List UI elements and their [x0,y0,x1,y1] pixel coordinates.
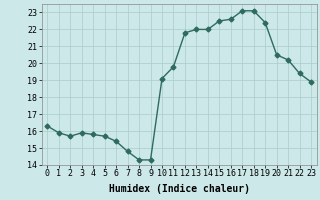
X-axis label: Humidex (Indice chaleur): Humidex (Indice chaleur) [109,184,250,194]
